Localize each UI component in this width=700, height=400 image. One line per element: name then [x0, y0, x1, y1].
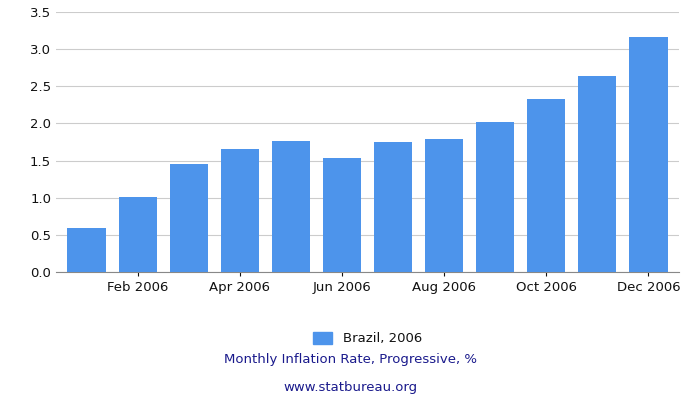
Legend: Brazil, 2006: Brazil, 2006 [306, 325, 429, 352]
Bar [374, 142, 412, 272]
Bar [527, 99, 566, 272]
Bar [220, 149, 259, 272]
Bar [272, 141, 310, 272]
Bar [578, 76, 617, 272]
Text: Monthly Inflation Rate, Progressive, %: Monthly Inflation Rate, Progressive, % [223, 354, 477, 366]
Bar [67, 228, 106, 272]
Bar [476, 122, 514, 272]
Bar [169, 164, 208, 272]
Bar [118, 197, 157, 272]
Text: www.statbureau.org: www.statbureau.org [283, 382, 417, 394]
Bar [629, 37, 668, 272]
Bar [323, 158, 361, 272]
Bar [425, 139, 463, 272]
